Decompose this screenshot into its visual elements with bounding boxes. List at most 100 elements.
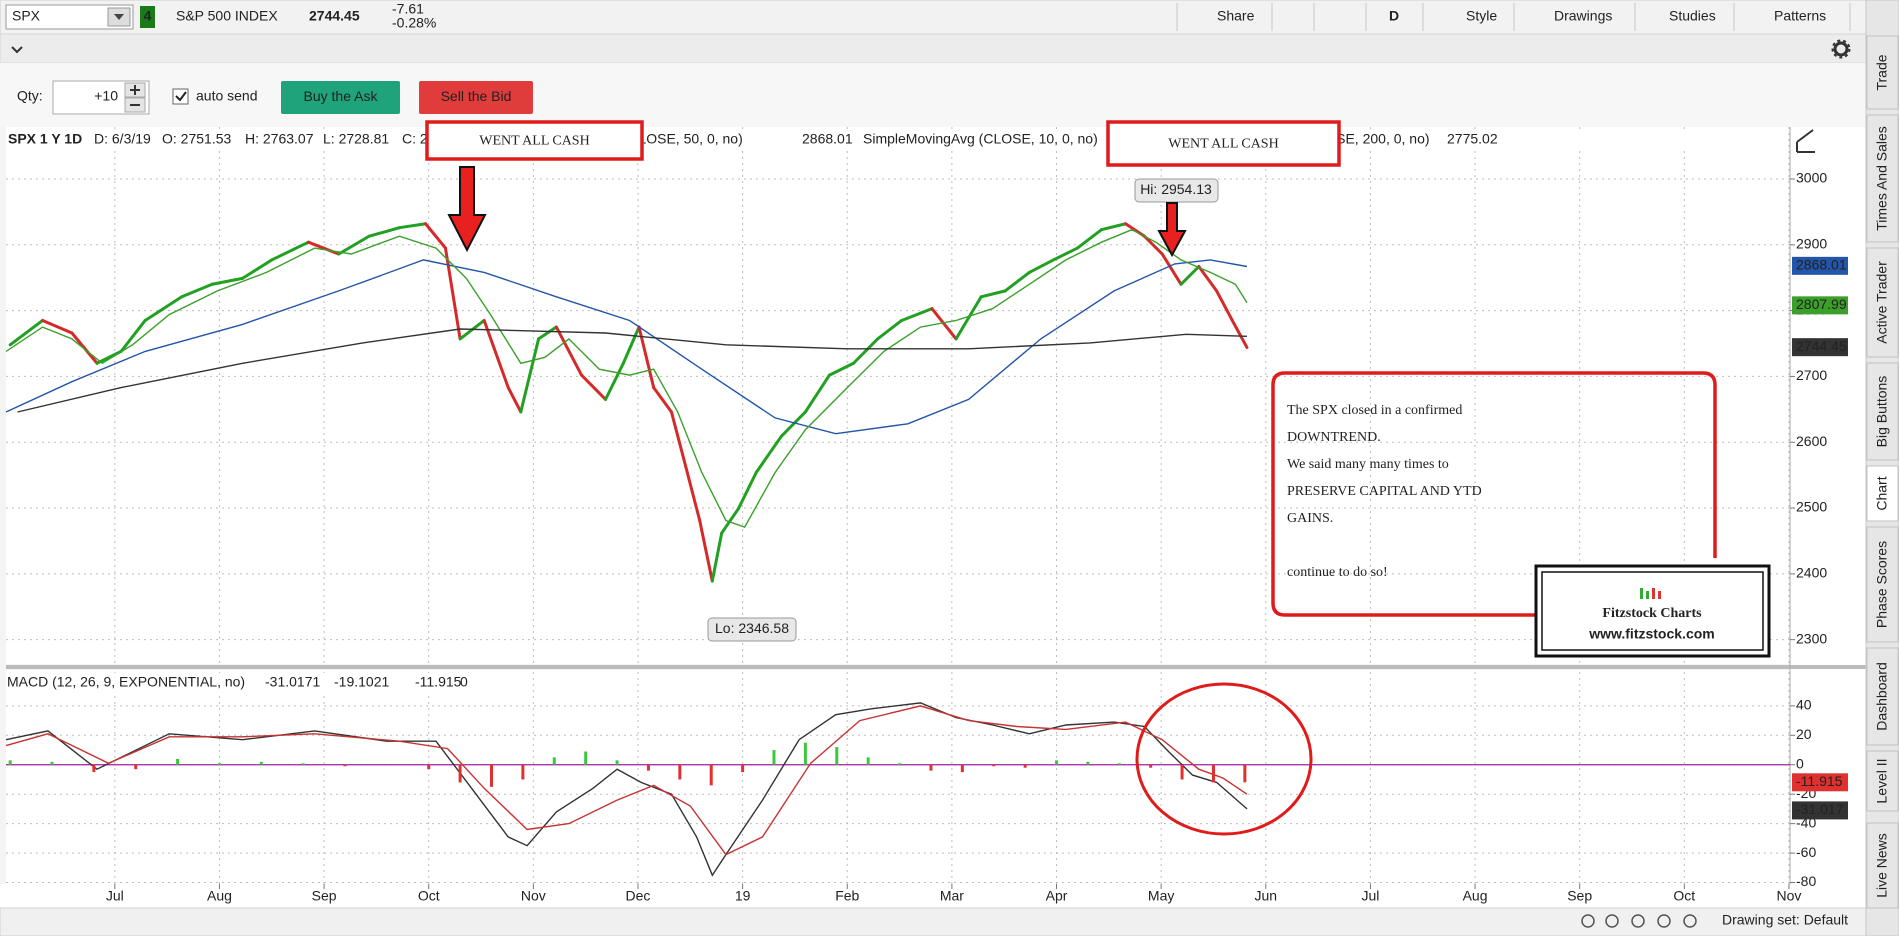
buy-button[interactable] [281,81,400,114]
status-bar [0,907,1867,936]
status-icon[interactable] [1683,914,1697,928]
side-tab-label: Times And Sales [1874,126,1890,231]
symbol: SPX [12,8,41,24]
order-bar [0,63,1866,127]
price-segment [1100,222,1128,232]
y-tick-label: 0 [1796,755,1804,771]
price-segment [682,458,702,523]
side-tab[interactable] [1866,647,1899,746]
side-tab[interactable] [1866,114,1899,243]
series-line [5,259,1248,435]
price-segment [754,434,783,474]
price-segment [1160,252,1183,286]
callout-text: WENT ALL CASH [479,134,589,149]
x-tick-label: Jun [1254,888,1277,904]
price-segment [554,325,583,377]
logo-url: www.fitzstock.com [1588,626,1715,642]
side-tab[interactable] [1866,35,1899,110]
side-tab-label: Big Buttons [1874,376,1890,448]
sell-button[interactable] [419,81,533,114]
price-segment [41,318,74,335]
x-tick-label: 19 [735,888,751,904]
series-line [5,228,1248,528]
price-segment [900,307,934,322]
side-tab-label: Dashboard [1874,662,1890,731]
series-line [17,328,1248,413]
price-segment [852,337,880,365]
price-segment [210,276,244,286]
collapse-chevron[interactable] [11,46,23,54]
toolbar-button: D [1389,8,1399,24]
callout-text: WENT ALL CASH [1168,137,1278,152]
price-segment [736,470,758,511]
x-tick-label: Feb [835,888,859,904]
side-tab[interactable] [1866,526,1899,643]
legend-series-value: -31.0171 [265,674,320,690]
legend-series-value: -19.1021 [334,674,389,690]
y-tick-label: 2400 [1796,565,1827,581]
series-line [5,705,1248,856]
price-segment [1197,265,1219,293]
price-segment [519,337,541,414]
x-tick-label: Dec [626,888,651,904]
legend-text: O: 2751.53 [162,131,231,147]
series-line [5,702,1248,877]
status-icon[interactable] [1657,914,1671,928]
y-tick-label: 2500 [1796,499,1827,515]
low-box [707,617,797,642]
x-tick-label: Sep [1567,888,1592,904]
checkmark [175,91,187,102]
link-badge[interactable] [140,6,155,28]
price-segment [367,226,401,238]
side-tab-label: Level II [1874,758,1890,803]
legend-series-value: 2775.02 [1447,131,1498,147]
sell-label: Sell the Bid [441,88,512,104]
side-tab[interactable] [1866,822,1899,909]
side-tab[interactable] [1866,247,1899,358]
link-number: 4 [144,8,152,24]
top-toolbar [0,0,1867,35]
price-segment [119,318,147,353]
price-segment [876,318,904,341]
price-segment [270,240,310,262]
axis-value-label: -11.915 [1796,773,1843,789]
settings-gear[interactable] [1831,39,1851,59]
low-label: Lo: 2346.58 [715,620,789,636]
value-axis [1790,127,1866,884]
y-tick-label: -60 [1796,844,1816,860]
x-tick-label: Apr [1046,888,1068,904]
price-segment [1142,234,1164,256]
status-icon[interactable] [1581,914,1595,928]
price-segment [1179,265,1201,286]
price-segment [1230,318,1249,349]
price-segment [1027,258,1055,274]
x-tick-label: Nov [1777,888,1802,904]
x-tick-label: Oct [1673,888,1695,904]
logo-candle [1658,591,1661,599]
note-box [1271,371,1717,617]
y-tick-label: 2300 [1796,630,1827,646]
toolbar-button: Style [1466,8,1497,24]
toolbar-button: Patterns [1774,8,1826,24]
price-segment [669,410,686,462]
drawing-tool-icon[interactable] [1796,129,1815,153]
high-label: Hi: 2954.13 [1140,181,1212,197]
logo-inner [1541,571,1764,651]
side-tab-label: Chart [1874,476,1890,510]
auto-send-checkbox[interactable] [172,88,189,105]
side-tab[interactable] [1866,362,1899,461]
side-tab-label: Active Trader [1874,261,1890,344]
price-segment [652,386,673,414]
status-icon[interactable] [1605,914,1619,928]
status-icon[interactable] [1631,914,1645,928]
macd-panel [6,670,1790,884]
price-segment [180,282,214,299]
arrow [447,166,487,253]
price-segment [143,295,184,322]
side-tab[interactable] [1866,750,1899,812]
legend-text: D: 6/3/19 [94,131,151,147]
price-segment [979,289,1007,299]
toolbar-button: Studies [1669,8,1716,24]
legend-series-value: -11.915 [415,674,462,690]
side-tab[interactable] [1866,465,1899,522]
